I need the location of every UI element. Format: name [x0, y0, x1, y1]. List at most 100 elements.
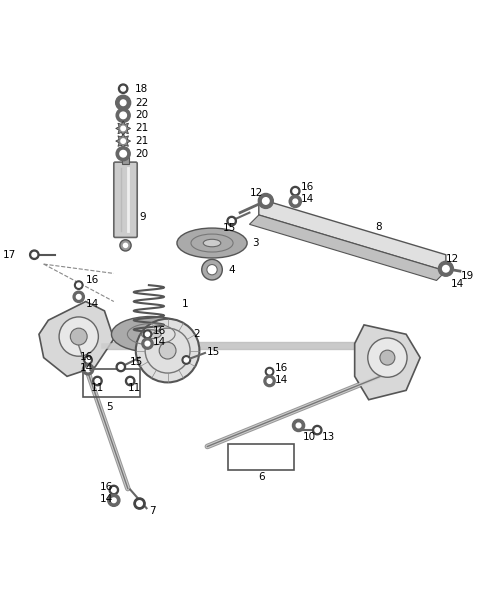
Circle shape: [84, 356, 92, 364]
Circle shape: [125, 376, 135, 386]
Bar: [228, 444, 294, 470]
Circle shape: [368, 338, 407, 377]
Text: 14: 14: [80, 363, 94, 373]
Circle shape: [119, 84, 128, 93]
Circle shape: [289, 195, 301, 207]
Text: 6: 6: [258, 472, 264, 482]
Polygon shape: [250, 215, 446, 280]
Circle shape: [267, 379, 272, 384]
Circle shape: [143, 330, 152, 338]
Text: 7: 7: [149, 505, 156, 516]
Circle shape: [120, 150, 126, 157]
Circle shape: [30, 250, 39, 259]
Circle shape: [76, 294, 81, 299]
Text: 19: 19: [461, 271, 474, 281]
Text: 11: 11: [128, 383, 141, 393]
Text: 16: 16: [80, 352, 94, 362]
Text: 15: 15: [130, 358, 144, 367]
Circle shape: [292, 419, 305, 432]
Circle shape: [293, 189, 298, 194]
Circle shape: [290, 186, 300, 196]
Circle shape: [128, 379, 132, 384]
Circle shape: [116, 109, 130, 122]
Text: 16: 16: [301, 182, 314, 192]
Circle shape: [293, 199, 298, 204]
Bar: [84, 369, 140, 397]
Circle shape: [134, 498, 145, 509]
Text: 9: 9: [140, 212, 146, 223]
Text: 21: 21: [135, 136, 148, 146]
Text: 20: 20: [135, 149, 148, 159]
Circle shape: [121, 126, 125, 131]
Circle shape: [116, 95, 131, 110]
Circle shape: [109, 485, 119, 494]
Text: 21: 21: [135, 124, 148, 133]
Circle shape: [116, 362, 125, 371]
Text: 1: 1: [181, 299, 188, 309]
Circle shape: [142, 338, 153, 349]
Circle shape: [73, 291, 84, 303]
Circle shape: [116, 147, 130, 161]
Text: 14: 14: [86, 299, 99, 309]
Ellipse shape: [141, 330, 161, 339]
Circle shape: [312, 426, 322, 435]
Circle shape: [86, 358, 90, 362]
Circle shape: [380, 350, 395, 365]
Polygon shape: [116, 134, 131, 148]
Circle shape: [120, 112, 126, 119]
Text: 15: 15: [223, 223, 236, 233]
Text: 14: 14: [153, 337, 167, 347]
Circle shape: [32, 253, 36, 257]
Circle shape: [258, 194, 273, 209]
Text: 16: 16: [153, 326, 167, 336]
Polygon shape: [116, 121, 131, 136]
Circle shape: [59, 317, 98, 356]
Text: 17: 17: [2, 250, 15, 260]
Circle shape: [315, 428, 320, 432]
Circle shape: [83, 364, 94, 375]
Circle shape: [111, 498, 116, 503]
Ellipse shape: [203, 239, 221, 247]
Text: 4: 4: [228, 265, 235, 275]
Circle shape: [145, 341, 150, 346]
Circle shape: [70, 328, 87, 345]
Circle shape: [93, 376, 102, 386]
Text: 3: 3: [252, 238, 258, 248]
Circle shape: [121, 139, 125, 144]
Text: 5: 5: [106, 402, 112, 412]
Circle shape: [120, 100, 126, 106]
Circle shape: [95, 379, 100, 384]
Ellipse shape: [177, 228, 247, 258]
Circle shape: [207, 265, 217, 275]
Circle shape: [77, 283, 81, 287]
Circle shape: [86, 367, 90, 371]
Circle shape: [123, 242, 128, 248]
FancyBboxPatch shape: [114, 162, 137, 238]
Text: 16: 16: [275, 364, 288, 373]
Circle shape: [145, 332, 150, 336]
Circle shape: [267, 370, 272, 374]
Circle shape: [111, 488, 116, 492]
Circle shape: [184, 358, 189, 362]
Text: 16: 16: [100, 482, 113, 492]
Text: 14: 14: [100, 494, 113, 504]
Polygon shape: [39, 302, 114, 376]
Text: 18: 18: [135, 84, 148, 93]
Circle shape: [137, 500, 143, 507]
Text: 12: 12: [250, 188, 263, 198]
Circle shape: [263, 198, 269, 204]
Circle shape: [438, 261, 453, 276]
Text: 16: 16: [86, 274, 99, 285]
Circle shape: [121, 86, 125, 91]
Circle shape: [229, 219, 234, 223]
Circle shape: [159, 342, 176, 359]
Circle shape: [108, 494, 120, 507]
Text: 20: 20: [135, 110, 148, 121]
Circle shape: [443, 265, 449, 272]
Text: 8: 8: [376, 222, 383, 232]
Text: 14: 14: [451, 279, 464, 289]
Circle shape: [120, 240, 131, 251]
Text: 14: 14: [301, 194, 314, 204]
Circle shape: [296, 423, 301, 428]
Text: 10: 10: [303, 432, 316, 442]
